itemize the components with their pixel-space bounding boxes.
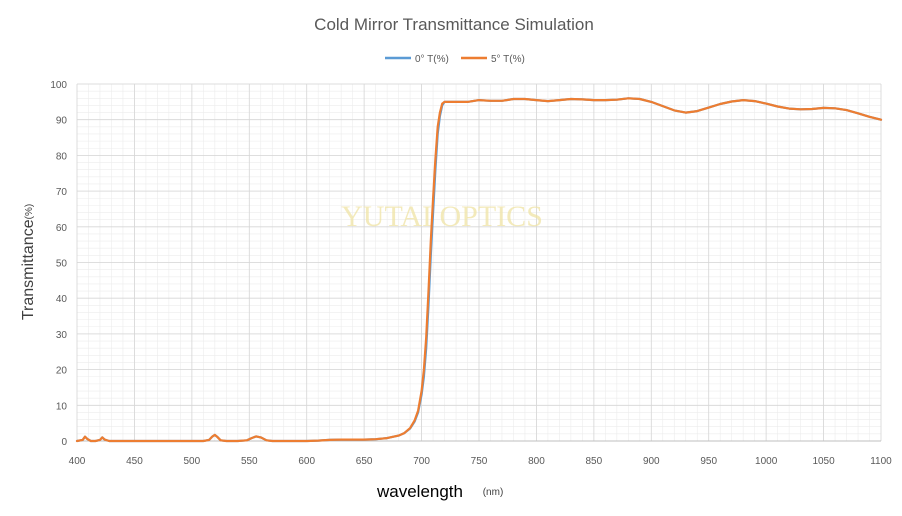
- x-tick-label: 500: [184, 456, 201, 467]
- x-tick-label: 550: [241, 456, 258, 467]
- y-tick-label: 50: [56, 259, 68, 270]
- x-tick-label: 800: [528, 456, 545, 467]
- y-axis-unit: (%): [24, 204, 35, 220]
- x-tick-label: 750: [471, 456, 488, 467]
- y-tick-label: 30: [56, 330, 68, 341]
- x-axis-label: wavelength: [376, 482, 463, 501]
- axes: 400 450 500 550 600 650 700 750 800 850 900 950 1000…: [50, 80, 892, 467]
- y-tick-label: 70: [56, 187, 68, 198]
- x-tick-label: 900: [643, 456, 660, 467]
- series-lines: [75, 97, 883, 443]
- x-tick-label: 650: [356, 456, 373, 467]
- y-tick-label: 40: [56, 294, 68, 305]
- legend-label-0deg: 0° T(%): [415, 54, 449, 65]
- x-tick-label: 600: [298, 456, 315, 467]
- x-tick-label: 450: [126, 456, 143, 467]
- x-axis-unit: (nm): [483, 487, 504, 498]
- y-axis-title: Transmittance(%): [20, 204, 37, 320]
- y-tick-label: 90: [56, 116, 68, 127]
- x-tick-label: 850: [586, 456, 603, 467]
- y-tick-label: 20: [56, 366, 68, 377]
- series-line-5deg: [75, 97, 883, 443]
- y-tick-label: 80: [56, 151, 68, 162]
- watermark: YUTAI OPTICS: [341, 200, 543, 233]
- x-tick-label: 400: [69, 456, 86, 467]
- x-tick-label: 1000: [755, 456, 778, 467]
- y-tick-label: 100: [50, 80, 67, 91]
- chart-title: Cold Mirror Transmittance Simulation: [314, 15, 594, 34]
- y-tick-label: 10: [56, 401, 68, 412]
- x-tick-label: 700: [413, 456, 430, 467]
- legend: 0° T(%) 5° T(%): [385, 54, 525, 65]
- svg-text:Transmittance(%): Transmittance(%): [20, 204, 37, 320]
- x-tick-label: 1050: [812, 456, 835, 467]
- y-tick-label: 60: [56, 223, 68, 234]
- y-axis-label: Transmittance: [20, 219, 37, 320]
- y-tick-label: 0: [61, 437, 67, 448]
- x-tick-label: 950: [700, 456, 717, 467]
- legend-label-5deg: 5° T(%): [491, 54, 525, 65]
- x-tick-label: 1100: [870, 456, 892, 467]
